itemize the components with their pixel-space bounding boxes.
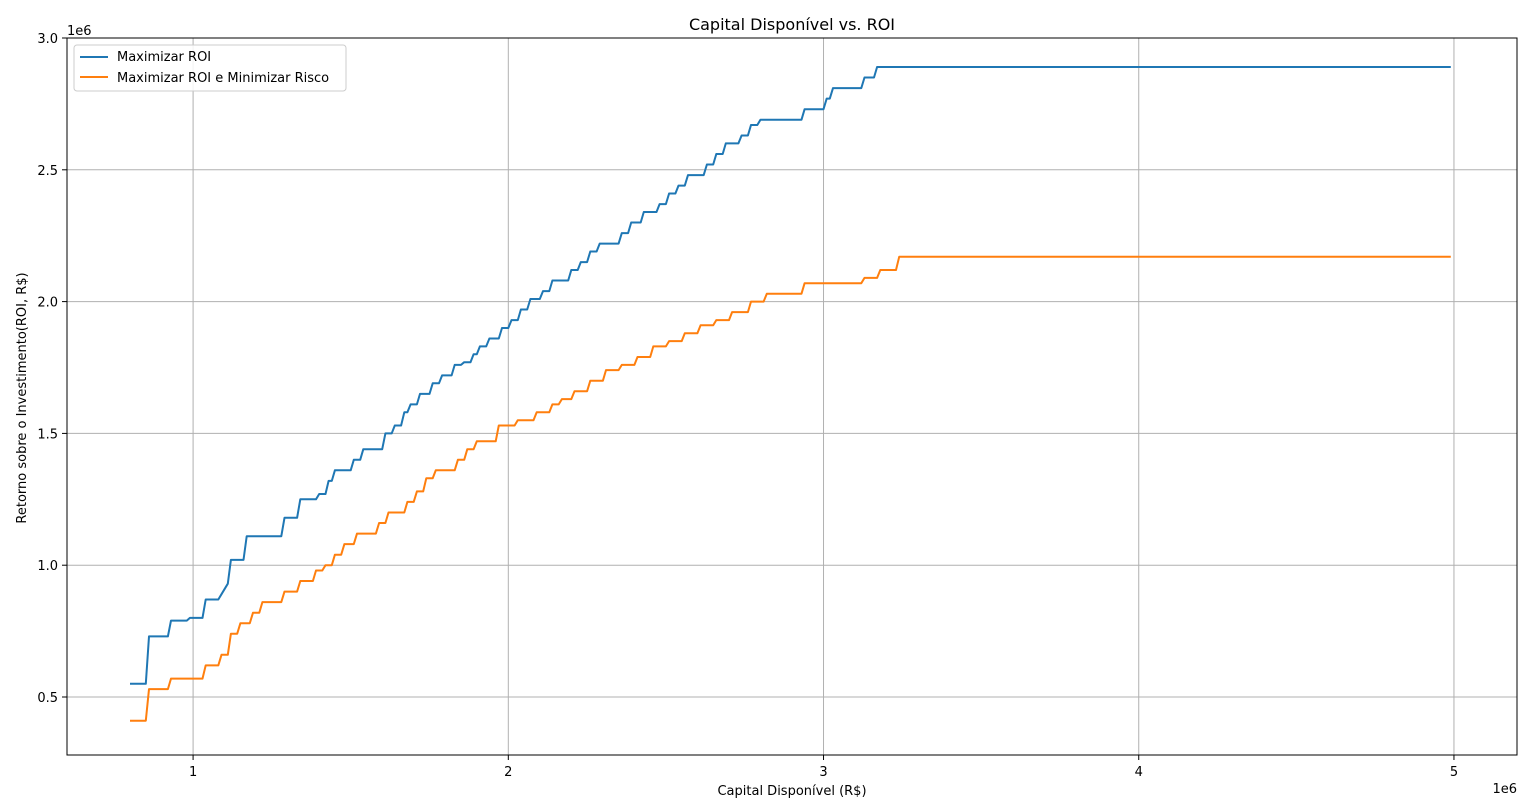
y-tick-label: 2.5 bbox=[37, 164, 58, 179]
series-group bbox=[130, 66, 1451, 722]
y-tick-label: 1.0 bbox=[37, 559, 58, 574]
x-axis-label: Capital Disponível (R$) bbox=[717, 784, 866, 799]
y-tick-label: 0.5 bbox=[37, 691, 58, 706]
legend-label-maximizar-roi-minimizar-risco: Maximizar ROI e Minimizar Risco bbox=[117, 71, 329, 86]
y-axis-ticks: 0.5 1.0 1.5 2.0 2.5 3.0 bbox=[37, 32, 67, 706]
y-axis-label: Retorno sobre o Investimento(ROI, R$) bbox=[15, 272, 30, 523]
y-axis-offset-label: 1e6 bbox=[67, 24, 92, 39]
x-tick-label: 2 bbox=[504, 765, 512, 780]
grid-lines bbox=[67, 37, 1517, 755]
x-tick-label: 5 bbox=[1450, 765, 1458, 780]
series-line-maximizar-roi-minimizar-risco bbox=[130, 255, 1451, 722]
plot-frame bbox=[66, 37, 1518, 756]
x-tick-label: 1 bbox=[189, 765, 197, 780]
legend: Maximizar ROI Maximizar ROI e Minimizar … bbox=[73, 44, 347, 92]
x-tick-label: 3 bbox=[819, 765, 827, 780]
y-tick-label: 3.0 bbox=[37, 32, 58, 47]
chart-title: Capital Disponível vs. ROI bbox=[689, 15, 895, 34]
legend-box bbox=[73, 44, 347, 92]
y-tick-label: 1.5 bbox=[37, 427, 58, 442]
series-line-maximizar-roi bbox=[130, 66, 1451, 685]
y-tick-label: 2.0 bbox=[37, 296, 58, 311]
legend-label-maximizar-roi: Maximizar ROI bbox=[117, 50, 211, 65]
x-axis-offset-label: 1e6 bbox=[1492, 782, 1517, 797]
x-axis-ticks: 1 2 3 4 5 bbox=[189, 755, 1458, 780]
x-tick-label: 4 bbox=[1135, 765, 1143, 780]
